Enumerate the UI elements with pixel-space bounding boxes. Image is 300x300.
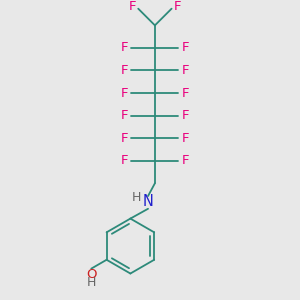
Text: F: F	[182, 86, 189, 100]
Text: N: N	[142, 194, 154, 209]
Text: F: F	[182, 109, 189, 122]
Text: F: F	[121, 64, 128, 77]
Text: H: H	[132, 190, 141, 203]
Text: F: F	[121, 41, 128, 54]
Text: H: H	[87, 277, 96, 290]
Text: F: F	[173, 0, 181, 13]
Text: F: F	[182, 41, 189, 54]
Text: F: F	[182, 64, 189, 77]
Text: F: F	[182, 154, 189, 167]
Text: F: F	[121, 132, 128, 145]
Text: F: F	[121, 154, 128, 167]
Text: F: F	[121, 109, 128, 122]
Text: F: F	[182, 132, 189, 145]
Text: O: O	[86, 268, 97, 281]
Text: F: F	[129, 0, 136, 13]
Text: F: F	[121, 86, 128, 100]
